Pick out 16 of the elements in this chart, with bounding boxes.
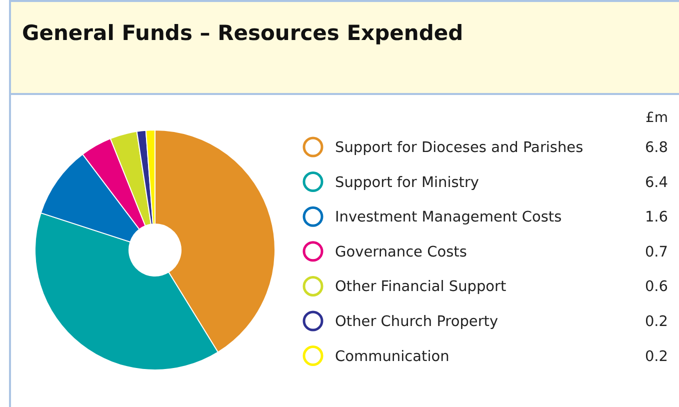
legend-title: £m bbox=[645, 110, 668, 126]
data-label: 1.6 bbox=[644, 210, 668, 226]
data-label: 6.4 bbox=[644, 174, 668, 191]
data-label: 6.8 bbox=[644, 140, 668, 156]
legend-label: Communication bbox=[335, 348, 450, 365]
chart-title: General Funds – Resources Expended bbox=[22, 21, 464, 45]
legend-label: Investment Management Costs bbox=[335, 210, 562, 226]
legend-label: Support for Ministry bbox=[335, 174, 480, 191]
legend-label: Other Church Property bbox=[335, 314, 498, 330]
data-label: 0.6 bbox=[644, 279, 668, 296]
data-label: 0.2 bbox=[644, 314, 668, 330]
data-label: 0.2 bbox=[644, 348, 668, 365]
legend-label: Support for Dioceses and Parishes bbox=[335, 140, 584, 156]
legend-label: Governance Costs bbox=[335, 244, 467, 260]
legend-label: Other Financial Support bbox=[335, 279, 507, 296]
data-label: 0.7 bbox=[644, 244, 668, 260]
